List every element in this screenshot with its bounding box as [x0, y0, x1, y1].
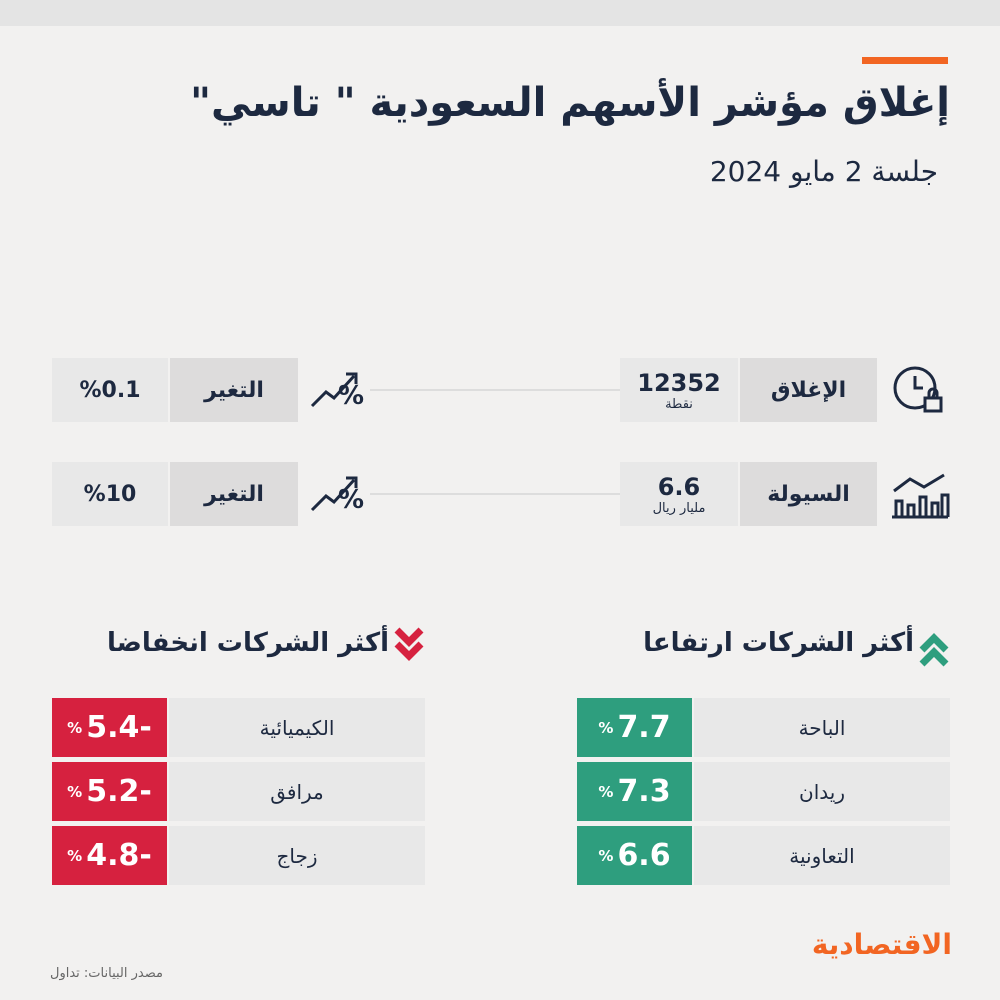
change-value: 7.7: [617, 710, 671, 745]
stat-label: الإغلاق: [740, 358, 877, 422]
subtitle: جلسة 2 مايو 2024: [709, 155, 938, 188]
percent-sign: %: [598, 782, 614, 801]
company-name: الباحة: [694, 698, 950, 757]
company-name: ريدان: [694, 762, 950, 821]
section-icon: [393, 624, 425, 670]
accent-bar: [862, 57, 948, 64]
percent-icon: %: [308, 470, 364, 516]
percent-sign: %: [67, 846, 83, 865]
section-icon: [918, 624, 950, 670]
change-label: التغير: [170, 462, 298, 526]
stat-unit: نقطة: [665, 396, 693, 412]
company-name: مرافق: [169, 762, 425, 821]
stat-icon: [888, 462, 950, 526]
change-value: 6.6: [617, 838, 671, 873]
company-name: الكيميائية: [169, 698, 425, 757]
svg-text:%: %: [338, 485, 364, 515]
company-name: التعاونية: [694, 826, 950, 885]
change-label: التغير: [170, 358, 298, 422]
connector: [370, 389, 620, 391]
logo: الاقتصادية: [811, 928, 952, 961]
stat-value: 6.6: [657, 472, 701, 501]
company-name: زجاج: [169, 826, 425, 885]
change-value: 4.8-: [86, 838, 152, 873]
percent-sign: %: [598, 718, 614, 737]
percent-icon: %: [308, 366, 364, 412]
section-title: أكثر الشركات ارتفاعا: [643, 628, 914, 658]
stat-value-box: 6.6 مليار ريال: [620, 462, 738, 526]
stat-value-box: 12352 نقطة: [620, 358, 738, 422]
change-box: % 6.6: [577, 826, 692, 885]
stat-label: السيولة: [740, 462, 877, 526]
svg-text:%: %: [338, 381, 364, 411]
change-value: 5.4-: [86, 710, 152, 745]
change-value: %0.1: [52, 358, 168, 422]
title: إغلاق مؤشر الأسهم السعودية " تاسي": [190, 80, 950, 126]
percent-sign: %: [598, 846, 614, 865]
section-title: أكثر الشركات انخفاضا: [106, 628, 389, 658]
change-value: 5.2-: [86, 774, 152, 809]
percent-sign: %: [67, 718, 83, 737]
change-box: % 5.4-: [52, 698, 167, 757]
stat-value: 12352: [637, 368, 721, 397]
change-value: %10: [52, 462, 168, 526]
change-box: % 4.8-: [52, 826, 167, 885]
stat-icon: [888, 358, 950, 422]
connector: [370, 493, 620, 495]
top-band: [0, 0, 1000, 26]
source: مصدر البيانات: تداول: [50, 966, 163, 981]
change-box: % 5.2-: [52, 762, 167, 821]
percent-sign: %: [67, 782, 83, 801]
change-box: % 7.7: [577, 698, 692, 757]
change-box: % 7.3: [577, 762, 692, 821]
stat-unit: مليار ريال: [652, 500, 706, 516]
change-value: 7.3: [617, 774, 671, 809]
